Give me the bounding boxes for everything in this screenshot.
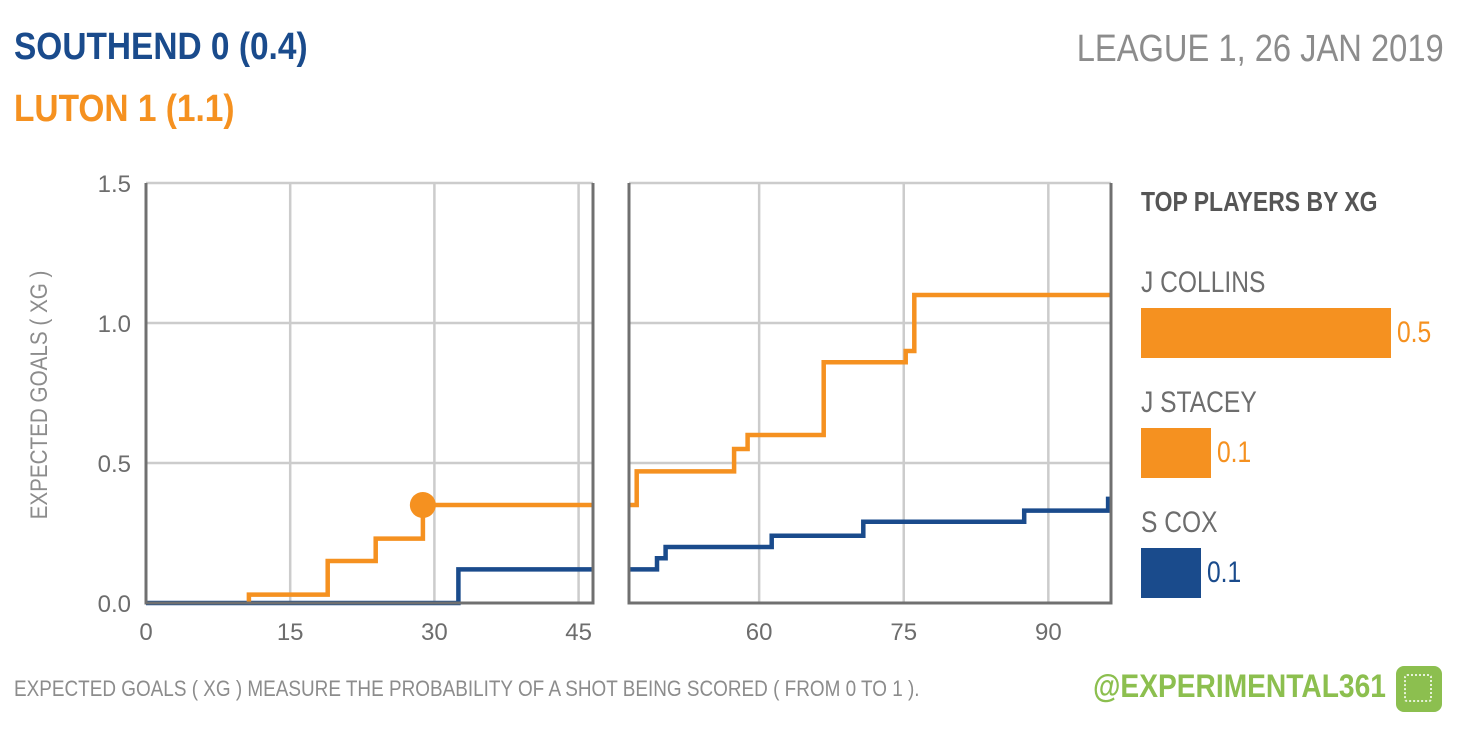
player-xg-value: 0.1	[1217, 436, 1252, 469]
panel-frame-first-half	[144, 183, 595, 605]
x-tick-label-0: 0	[139, 619, 152, 646]
y-tick-label-2: 1.0	[98, 311, 131, 338]
x-tick-label-75: 75	[890, 619, 917, 646]
x-tick-label-90: 90	[1035, 619, 1062, 646]
player-xg-bar	[1141, 428, 1211, 478]
y-axis-label: EXPECTED GOALS ( XG )	[26, 271, 53, 520]
match-info: LEAGUE 1, 26 JAN 2019	[1077, 28, 1444, 70]
series-line-luton-second-half	[629, 292, 1111, 508]
player-xg-value: 0.5	[1397, 316, 1432, 349]
home-team-score: SOUTHEND 0 (0.4)	[14, 26, 308, 68]
player-xg-bar	[1141, 308, 1391, 358]
player-name: J STACEY	[1141, 386, 1257, 419]
xg-timeline-chart: 0 15 30 45 60 75 90 0.0 0.5 1.0 1.5 EXPECTED GOALS …	[26, 171, 1113, 646]
series-line-luton-first-half	[246, 502, 593, 603]
player-name: S COX	[1141, 506, 1218, 539]
x-tick-label-45: 45	[565, 619, 592, 646]
series-line-southend-second-half	[629, 496, 1111, 572]
player-xg-bar	[1141, 548, 1201, 598]
goal-marker	[409, 492, 436, 518]
pitch-icon	[1396, 666, 1442, 712]
player-name: J COLLINS	[1141, 266, 1266, 299]
panel-frame-second-half	[627, 183, 1113, 605]
player-xg-value: 0.1	[1207, 556, 1242, 589]
x-tick-label-60: 60	[746, 619, 773, 646]
xg-footnote: EXPECTED GOALS ( XG ) MEASURE THE PROBAB…	[14, 676, 920, 701]
credit-handle: @EXPERIMENTAL361	[1093, 668, 1386, 704]
x-tick-label-15: 15	[277, 619, 304, 646]
y-tick-label-1: 0.5	[98, 451, 131, 478]
y-tick-label-3: 1.5	[98, 171, 131, 198]
y-tick-label-0: 0.0	[98, 591, 131, 618]
x-tick-label-30: 30	[421, 619, 448, 646]
series-line-southend-first-half	[146, 567, 593, 606]
top-players-title: TOP PLAYERS BY XG	[1141, 186, 1378, 217]
away-team-score: LUTON 1 (1.1)	[14, 88, 235, 130]
